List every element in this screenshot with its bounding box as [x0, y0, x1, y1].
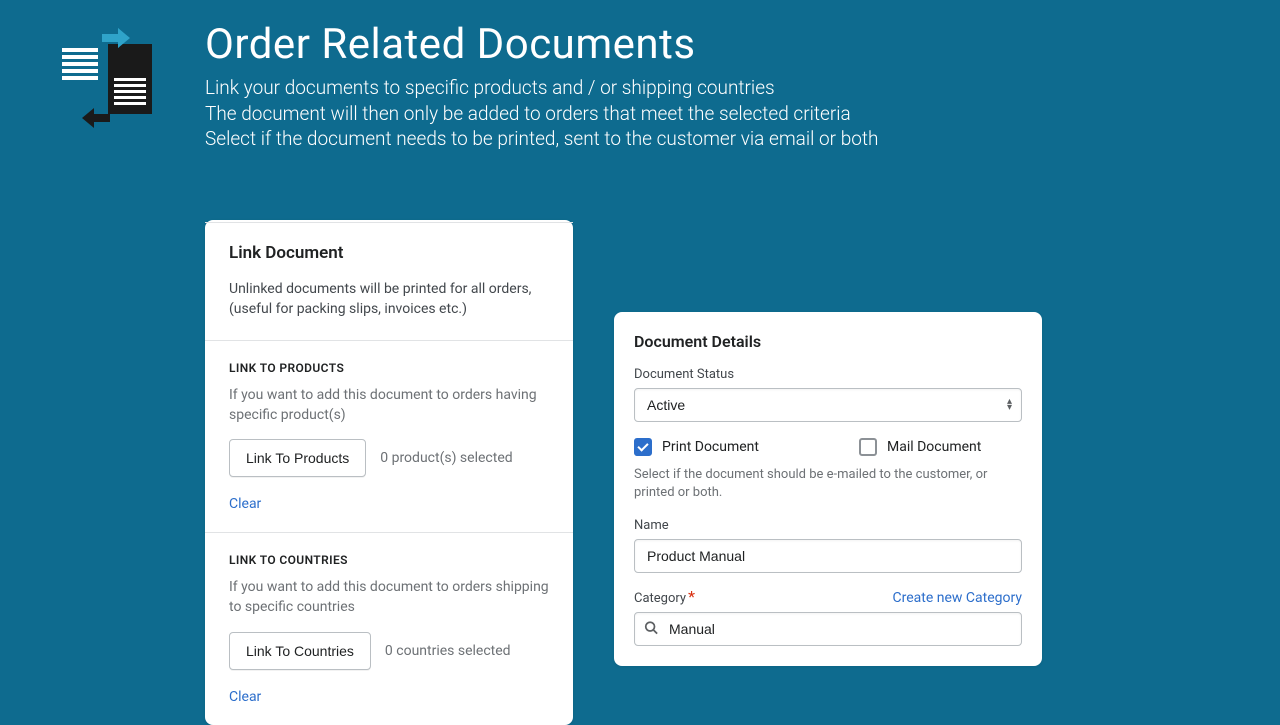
app-logo-icon	[60, 28, 155, 138]
page-title: Order Related Documents	[205, 20, 1280, 69]
category-label: Category	[634, 591, 686, 606]
print-label: Print Document	[662, 439, 759, 455]
clear-products-link[interactable]: Clear	[229, 496, 261, 512]
checkbox-checked-icon	[634, 438, 652, 456]
link-products-button[interactable]: Link To Products	[229, 439, 366, 477]
link-countries-desc: If you want to add this document to orde…	[229, 577, 549, 618]
category-search-input[interactable]	[634, 612, 1022, 646]
link-countries-label: LINK TO COUNTRIES	[229, 553, 549, 567]
status-label: Document Status	[634, 367, 1022, 382]
mail-document-checkbox[interactable]: Mail Document	[859, 438, 981, 456]
name-input[interactable]	[634, 539, 1022, 573]
link-products-label: LINK TO PRODUCTS	[229, 361, 549, 375]
link-products-desc: If you want to add this document to orde…	[229, 385, 549, 426]
create-category-link[interactable]: Create new Category	[893, 590, 1022, 606]
print-document-checkbox[interactable]: Print Document	[634, 438, 759, 456]
link-countries-button[interactable]: Link To Countries	[229, 632, 371, 670]
status-select[interactable]: Active	[634, 388, 1022, 422]
checkbox-unchecked-icon	[859, 438, 877, 456]
subtitle-line-1: Link your documents to specific products…	[205, 75, 1280, 101]
checkbox-help-text: Select if the document should be e-maile…	[634, 466, 1022, 502]
search-icon	[644, 620, 658, 639]
countries-selected-count: 0 countries selected	[385, 643, 511, 659]
required-asterisk: *	[688, 587, 695, 606]
products-selected-count: 0 product(s) selected	[380, 450, 512, 466]
link-card-title: Link Document	[229, 243, 549, 263]
document-details-card: Document Details Document Status Active …	[614, 312, 1042, 666]
details-title: Document Details	[634, 332, 1022, 351]
subtitle-line-3: Select if the document needs to be print…	[205, 126, 1280, 152]
subtitle-line-2: The document will then only be added to …	[205, 101, 1280, 127]
page-subtitle: Link your documents to specific products…	[205, 75, 1280, 152]
link-card-desc: Unlinked documents will be printed for a…	[229, 279, 549, 320]
clear-countries-link[interactable]: Clear	[229, 689, 261, 705]
link-document-card: Link Document Unlinked documents will be…	[205, 220, 573, 725]
name-label: Name	[634, 518, 1022, 533]
mail-label: Mail Document	[887, 439, 981, 455]
